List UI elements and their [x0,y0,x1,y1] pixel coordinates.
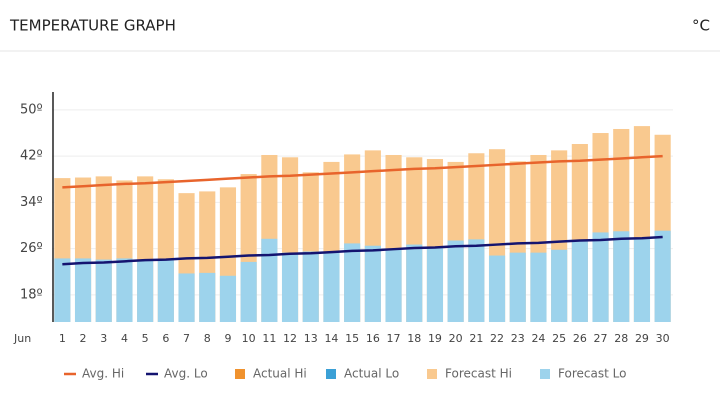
x-tick-label: 5 [142,332,149,345]
x-tick-label: 11 [262,332,276,345]
x-tick-label: 28 [614,332,628,345]
chart-title: TEMPERATURE GRAPH [9,17,176,35]
y-tick-label: 18º [20,287,43,302]
x-tick-label: 3 [100,332,107,345]
bar [219,275,237,322]
x-tick-label: 15 [345,332,359,345]
x-tick-label: 26 [573,332,587,345]
bar [571,240,588,322]
legend-label: Avg. Hi [82,367,124,381]
bar [426,247,444,322]
x-tick-label: 22 [490,332,504,345]
x-tick-label: 24 [531,332,545,345]
bar [323,251,340,322]
x-tick-label: 7 [183,332,190,345]
bar [509,252,526,322]
bar [613,231,630,322]
bar [406,244,423,322]
bar [447,240,464,322]
x-tick-label: 8 [204,332,211,345]
legend-label: Actual Lo [344,367,399,381]
x-tick-label: 4 [121,332,128,345]
x-tick-label: 30 [656,332,670,345]
legend-marker [235,369,245,379]
legend-marker [427,369,437,379]
bar [592,232,609,322]
bar [137,259,154,322]
line [62,154,663,189]
x-tick-label: 13 [304,332,318,345]
bar [530,252,547,322]
legend-label: Forecast Lo [558,367,626,381]
bar [199,272,216,322]
x-tick-label: 25 [552,332,566,345]
unit-label: °C [692,17,710,35]
x-tick-label: 21 [469,332,483,345]
bar [157,259,174,322]
legend-marker [540,369,550,379]
x-axis-label: Jun [13,332,31,345]
bar [74,258,92,322]
y-tick-label: 34º [20,195,43,210]
x-tick-label: 14 [324,332,338,345]
bar [344,243,361,322]
x-tick-label: 23 [511,332,525,345]
bar [240,261,257,322]
bar [54,258,71,322]
bar [633,237,651,322]
legend-marker [326,369,336,379]
x-tick-label: 1 [59,332,66,345]
x-tick-label: 10 [242,332,256,345]
x-tick-label: 18 [407,332,421,345]
x-tick-label: 29 [635,332,649,345]
x-tick-label: 12 [283,332,297,345]
bar [281,252,299,322]
y-tick-label: 50º [20,102,43,117]
x-tick-label: 17 [387,332,401,345]
y-tick-label: 26º [20,241,43,256]
bar [488,255,506,322]
bar [654,230,671,322]
x-tick-label: 9 [224,332,231,345]
x-tick-label: 16 [366,332,380,345]
x-tick-label: 19 [428,332,442,345]
x-tick-label: 6 [162,332,169,345]
bar [364,245,381,322]
bar [116,258,133,322]
bar [95,259,112,322]
y-tick-label: 42º [20,149,43,164]
bar [178,273,195,322]
line [62,235,663,266]
bar [302,251,319,322]
legend-label: Forecast Hi [445,367,512,381]
x-tick-label: 2 [80,332,87,345]
bar [385,249,402,322]
x-tick-label: 27 [594,332,608,345]
bar [551,249,568,322]
legend-label: Actual Hi [253,367,307,381]
legend-label: Avg. Lo [164,367,208,381]
x-tick-label: 20 [449,332,463,345]
bar [261,238,278,322]
bar [468,239,485,322]
